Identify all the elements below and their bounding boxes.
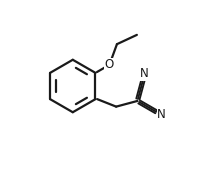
Text: O: O <box>105 58 114 71</box>
Text: N: N <box>140 67 149 80</box>
Text: N: N <box>157 108 166 121</box>
